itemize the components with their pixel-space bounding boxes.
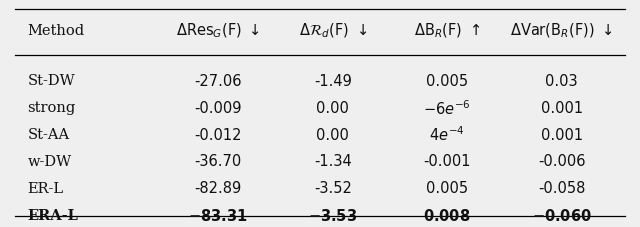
Text: -0.006: -0.006 [538, 154, 586, 169]
Text: strong: strong [28, 101, 76, 115]
Text: $\Delta\mathcal{R}_{d}(\mathrm{F})\ \downarrow$: $\Delta\mathcal{R}_{d}(\mathrm{F})\ \dow… [299, 22, 367, 40]
Text: -3.52: -3.52 [314, 181, 351, 196]
Text: $\mathbf{-0.060}$: $\mathbf{-0.060}$ [532, 207, 591, 224]
Text: $4e^{-4}$: $4e^{-4}$ [429, 126, 465, 144]
Text: -82.89: -82.89 [195, 181, 242, 196]
Text: 0.03: 0.03 [545, 74, 578, 89]
Text: 0.00: 0.00 [316, 101, 349, 116]
Text: ER-L: ER-L [28, 182, 63, 196]
Text: $\Delta\mathrm{Res}_{G}(\mathrm{F})\ \downarrow$: $\Delta\mathrm{Res}_{G}(\mathrm{F})\ \do… [176, 22, 260, 40]
Text: $\Delta\mathrm{B}_{R}(\mathrm{F})\ \uparrow$: $\Delta\mathrm{B}_{R}(\mathrm{F})\ \upar… [414, 22, 481, 40]
Text: -36.70: -36.70 [195, 154, 242, 169]
Text: -1.49: -1.49 [314, 74, 351, 89]
Text: St-DW: St-DW [28, 74, 75, 88]
Text: ERA-L: ERA-L [28, 209, 78, 222]
Text: St-AA: St-AA [28, 128, 70, 142]
Text: -0.001: -0.001 [424, 154, 471, 169]
Text: -0.058: -0.058 [538, 181, 586, 196]
Text: -0.009: -0.009 [195, 101, 242, 116]
Text: -1.34: -1.34 [314, 154, 351, 169]
Text: $\mathbf{-3.53}$: $\mathbf{-3.53}$ [308, 207, 357, 224]
Text: -27.06: -27.06 [195, 74, 242, 89]
Text: $-6e^{-6}$: $-6e^{-6}$ [423, 99, 471, 118]
Text: 0.005: 0.005 [426, 181, 468, 196]
Text: $\Delta\mathrm{Var}(\mathrm{B}_{R}(\mathrm{F}))\ \downarrow$: $\Delta\mathrm{Var}(\mathrm{B}_{R}(\math… [510, 22, 613, 40]
Text: 0.001: 0.001 [541, 128, 582, 143]
Text: 0.00: 0.00 [316, 128, 349, 143]
Text: 0.005: 0.005 [426, 74, 468, 89]
Text: $\mathbf{0.008}$: $\mathbf{0.008}$ [424, 207, 471, 224]
Text: -0.012: -0.012 [195, 128, 242, 143]
Text: $\mathbf{-83.31}$: $\mathbf{-83.31}$ [188, 207, 248, 224]
Text: Method: Method [28, 24, 84, 38]
Text: 0.001: 0.001 [541, 101, 582, 116]
Text: w-DW: w-DW [28, 155, 72, 169]
